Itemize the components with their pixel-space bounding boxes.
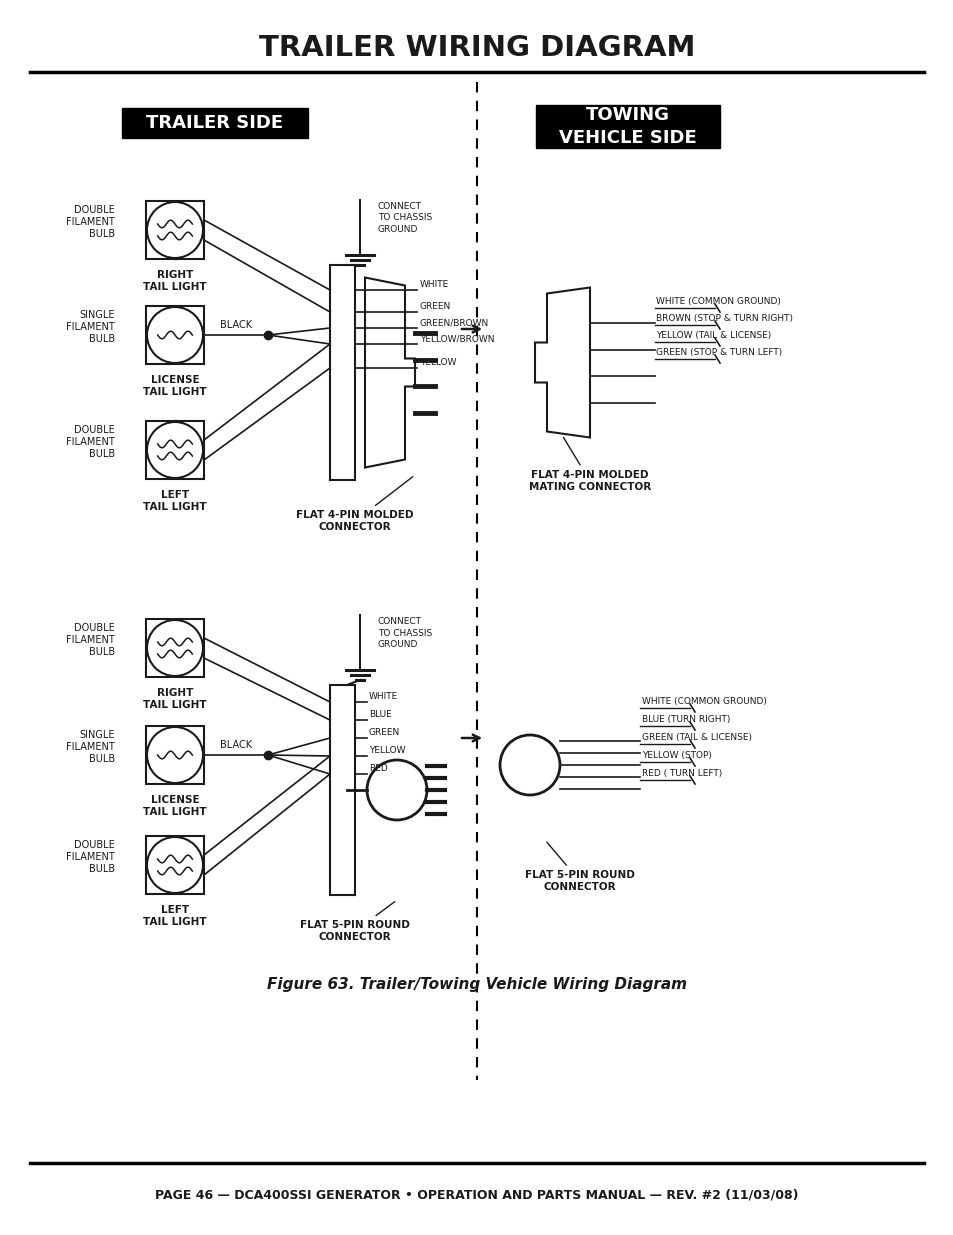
Text: LEFT
TAIL LIGHT: LEFT TAIL LIGHT [143, 490, 207, 513]
Text: RIGHT
TAIL LIGHT: RIGHT TAIL LIGHT [143, 270, 207, 293]
Text: LICENSE
TAIL LIGHT: LICENSE TAIL LIGHT [143, 375, 207, 398]
Text: TOWING
VEHICLE SIDE: TOWING VEHICLE SIDE [558, 106, 696, 147]
Text: FLAT 4-PIN MOLDED
CONNECTOR: FLAT 4-PIN MOLDED CONNECTOR [296, 477, 414, 532]
Text: CONNECT
TO CHASSIS
GROUND: CONNECT TO CHASSIS GROUND [377, 618, 432, 648]
Text: LEFT
TAIL LIGHT: LEFT TAIL LIGHT [143, 905, 207, 927]
Text: GREEN: GREEN [419, 303, 451, 311]
Bar [146, 726, 204, 784]
Bar [146, 421, 204, 479]
Bar [146, 619, 204, 677]
Text: SINGLE
FILAMENT
BULB: SINGLE FILAMENT BULB [66, 310, 115, 345]
Text: RED ( TURN LEFT): RED ( TURN LEFT) [641, 769, 721, 778]
Text: DOUBLE
FILAMENT
BULB: DOUBLE FILAMENT BULB [66, 425, 115, 459]
Text: YELLOW/BROWN: YELLOW/BROWN [419, 333, 494, 343]
Text: FLAT 4-PIN MOLDED
MATING CONNECTOR: FLAT 4-PIN MOLDED MATING CONNECTOR [528, 437, 651, 493]
Text: BLUE: BLUE [369, 710, 392, 719]
Text: DOUBLE
FILAMENT
BULB: DOUBLE FILAMENT BULB [66, 622, 115, 657]
Text: CONNECT
TO CHASSIS
GROUND: CONNECT TO CHASSIS GROUND [377, 203, 432, 233]
Bar [146, 306, 204, 364]
Text: BLUE (TURN RIGHT): BLUE (TURN RIGHT) [641, 715, 730, 724]
Text: SINGLE
FILAMENT
BULB: SINGLE FILAMENT BULB [66, 730, 115, 764]
Text: FLAT 5-PIN ROUND
CONNECTOR: FLAT 5-PIN ROUND CONNECTOR [524, 842, 635, 893]
Text: RED: RED [369, 764, 387, 773]
Text: BLACK: BLACK [220, 740, 252, 750]
Text: TRAILER WIRING DIAGRAM: TRAILER WIRING DIAGRAM [258, 35, 695, 62]
Text: GREEN (STOP & TURN LEFT): GREEN (STOP & TURN LEFT) [656, 348, 781, 357]
Bar [146, 201, 204, 259]
Text: FLAT 5-PIN ROUND
CONNECTOR: FLAT 5-PIN ROUND CONNECTOR [300, 902, 410, 942]
Text: GREEN (TAIL & LICENSE): GREEN (TAIL & LICENSE) [641, 734, 751, 742]
Text: RIGHT
TAIL LIGHT: RIGHT TAIL LIGHT [143, 688, 207, 710]
Bar [536, 105, 720, 148]
Text: WHITE (COMMON GROUND): WHITE (COMMON GROUND) [641, 697, 766, 706]
Text: WHITE (COMMON GROUND): WHITE (COMMON GROUND) [656, 296, 781, 306]
Text: GREEN/BROWN: GREEN/BROWN [419, 317, 489, 327]
Text: LICENSE
TAIL LIGHT: LICENSE TAIL LIGHT [143, 795, 207, 818]
Text: GREEN: GREEN [369, 727, 400, 737]
Text: PAGE 46 — DCA400SSI GENERATOR • OPERATION AND PARTS MANUAL — REV. #2 (11/03/08): PAGE 46 — DCA400SSI GENERATOR • OPERATIO… [155, 1188, 798, 1202]
Bar [122, 107, 308, 138]
Text: DOUBLE
FILAMENT
BULB: DOUBLE FILAMENT BULB [66, 205, 115, 240]
Text: BLACK: BLACK [220, 320, 252, 330]
Text: YELLOW (STOP): YELLOW (STOP) [641, 751, 711, 760]
Text: YELLOW (TAIL & LICENSE): YELLOW (TAIL & LICENSE) [656, 331, 770, 340]
Text: BROWN (STOP & TURN RIGHT): BROWN (STOP & TURN RIGHT) [656, 314, 792, 324]
Text: Figure 63. Trailer/Towing Vehicle Wiring Diagram: Figure 63. Trailer/Towing Vehicle Wiring… [267, 977, 686, 993]
Text: YELLOW: YELLOW [369, 746, 405, 755]
Text: YELLOW: YELLOW [419, 358, 456, 367]
Text: WHITE: WHITE [369, 692, 397, 701]
Text: TRAILER SIDE: TRAILER SIDE [146, 114, 283, 132]
Text: DOUBLE
FILAMENT
BULB: DOUBLE FILAMENT BULB [66, 840, 115, 874]
Bar [146, 836, 204, 894]
Text: WHITE: WHITE [419, 280, 449, 289]
